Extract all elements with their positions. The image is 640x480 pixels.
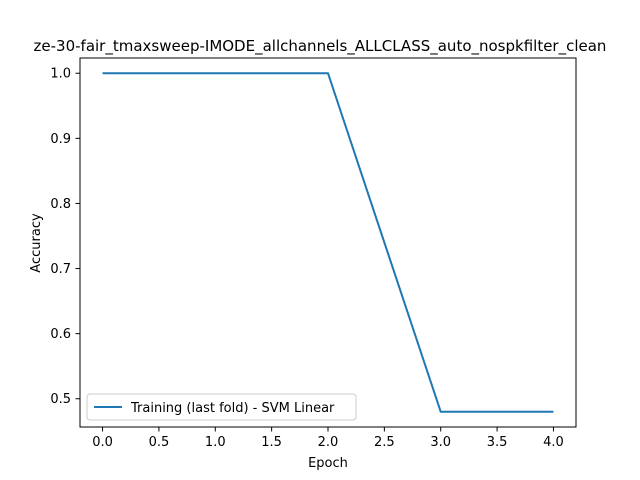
chart-title: ze-30-fair_tmaxsweep-IMODE_allchannels_A… — [34, 37, 607, 56]
x-tick-label: 0.0 — [92, 435, 113, 450]
y-tick-label: 0.8 — [50, 197, 71, 212]
plot-area — [102, 72, 554, 413]
legend-box — [86, 393, 357, 421]
x-axis-label: Epoch — [308, 456, 348, 471]
x-tick-label: 2.5 — [374, 435, 395, 450]
y-tick-label: 0.9 — [50, 132, 71, 147]
x-tick-label: 4.0 — [543, 435, 564, 450]
plot-frame — [79, 57, 577, 428]
x-tick-label: 1.5 — [261, 435, 282, 450]
legend: Training (last fold) - SVM Linear — [86, 393, 357, 421]
y-tick-label: 1.0 — [50, 67, 71, 82]
y-tick-label: 0.7 — [50, 262, 71, 277]
legend-label: Training (last fold) - SVM Linear — [130, 401, 335, 416]
y-tick-label: 0.6 — [50, 327, 71, 342]
x-tick-label: 3.5 — [487, 435, 508, 450]
x-tick-label: 0.5 — [149, 435, 170, 450]
x-axis: 0.0 0.5 1.0 1.5 2.0 2.5 3.0 3.5 4.0 — [92, 427, 564, 450]
x-tick-label: 2.0 — [318, 435, 339, 450]
x-tick-label: 3.0 — [430, 435, 451, 450]
x-tick-label: 1.0 — [205, 435, 226, 450]
y-tick-label: 0.5 — [50, 392, 71, 407]
y-axis: 0.5 0.6 0.7 0.8 0.9 1.0 — [50, 67, 80, 407]
y-axis-label: Accuracy — [29, 213, 44, 273]
series-line — [102, 72, 554, 413]
